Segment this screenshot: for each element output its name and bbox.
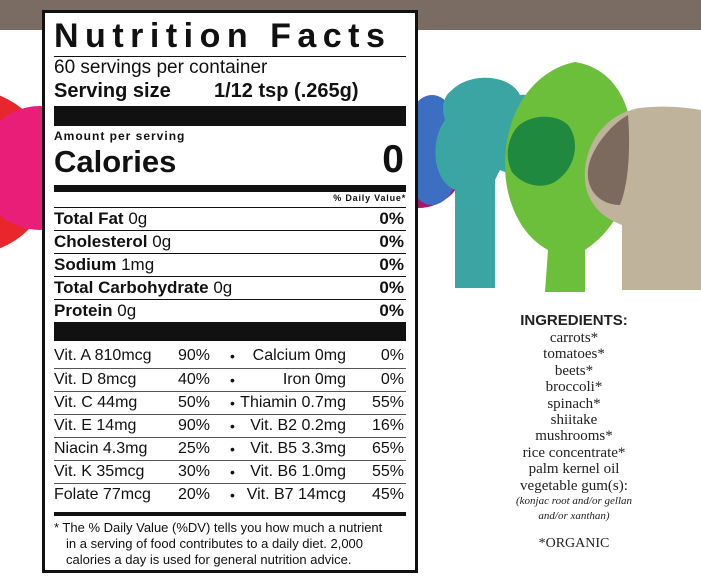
vitamin-a-name: Vit. D 8mcg (54, 371, 137, 388)
vitamin-a-name: Vit. C 44mg (54, 394, 138, 411)
ingredient-note: (konjac root and/or gellan (516, 495, 632, 508)
vitamin-a-dv: 90% (178, 417, 211, 434)
nutrient-name: Total Fat (54, 209, 124, 228)
nutrient-dv: 0% (379, 209, 404, 228)
organic-note: *ORGANIC (538, 536, 610, 552)
ingredient-item: broccoli* (545, 379, 603, 396)
nutrition-facts-label: Nutrition Facts 60 servings per containe… (42, 10, 418, 573)
vitamin-b-name: Thiamin 0.7mg (240, 394, 346, 411)
calories-rule (54, 185, 406, 192)
vitamin-b-name: Calcium 0mg (252, 347, 346, 364)
bullet: • (230, 464, 235, 480)
vitamins-bar (54, 322, 406, 341)
vitamin-b-dv: 55% (371, 394, 404, 411)
vitamin-a-dv: 90% (178, 347, 211, 364)
vitamin-row: Vit. E 14mg 90% • Vit. B2 0.2mg 16% (54, 414, 406, 438)
ingredient-item: beets* (554, 362, 594, 379)
serving-size-value: 1/12 tsp (.265g) (214, 80, 359, 102)
mushroom-dark-shape (587, 115, 630, 205)
nutrient-dv: 0% (379, 278, 404, 297)
ingredient-item: carrots* (549, 330, 599, 346)
ingredient-item: spinach* (547, 395, 601, 412)
vitamin-a-name: Vit. A 810mcg (54, 347, 152, 364)
bullet: • (230, 372, 235, 388)
vitamin-row: Niacin 4.3mg 25% • Vit. B5 3.3mg 65% (54, 437, 406, 461)
vitamin-b-name: Vit. B2 0.2mg (250, 417, 346, 434)
vitamin-b-dv: 45% (371, 486, 404, 503)
footnote-rule (54, 512, 406, 516)
footnote: * The % Daily Value (%DV) tells you how … (54, 520, 406, 568)
nutrient-amount: 0g (152, 232, 172, 251)
bullet: • (230, 418, 235, 434)
ingredient-item: tomatoes* (543, 346, 605, 363)
nutrient-amount: 0g (117, 301, 137, 320)
footnote-line: * The % Daily Value (%DV) tells you how … (54, 520, 383, 535)
nutrient-amount: 1mg (121, 255, 155, 274)
vitamin-a-name: Vit. E 14mg (54, 417, 137, 434)
label-title: Nutrition Facts (54, 17, 392, 55)
vitamin-row: Vit. C 44mg 50% • Thiamin 0.7mg 55% (54, 391, 406, 415)
footnote-line: calories a day is used for general nutri… (66, 552, 352, 567)
bullet: • (230, 441, 235, 457)
vitamin-b-dv: 55% (371, 463, 404, 480)
vitamin-row: Vit. A 810mcg 90% • Calcium 0mg 0% (54, 345, 406, 368)
nutrient-name: Sodium (54, 255, 117, 274)
bullet: • (230, 348, 235, 364)
vitamin-b-dv: 16% (371, 417, 404, 434)
vitamin-row: Vit. K 35mcg 30% • Vit. B6 1.0mg 55% (54, 460, 406, 484)
vitamin-row: Folate 77mcg 20% • Vit. B7 14mcg 45% (54, 483, 406, 507)
ingredient-item: palm kernel oil (528, 461, 620, 478)
vitamin-b-dv: 0% (380, 371, 404, 388)
daily-value-header: % Daily Value* (333, 193, 406, 203)
vitamin-a-dv: 30% (178, 463, 211, 480)
vitamin-a-name: Niacin 4.3mg (54, 440, 148, 457)
vitamin-a-dv: 20% (178, 486, 211, 503)
ingredient-note: and/or xanthan) (538, 510, 610, 523)
nutrient-name: Total Carbohydrate (54, 278, 209, 297)
servings-per-container: 60 servings per container (54, 57, 268, 78)
nutrient-amount: 0g (213, 278, 233, 297)
nutrient-name: Protein (54, 301, 113, 320)
nutrient-row-cholesterol: Cholesterol 0g 0% (54, 230, 406, 254)
vitamin-row: Vit. D 8mcg 40% • Iron 0mg 0% (54, 368, 406, 392)
nutrient-row-total-carbohydrate: Total Carbohydrate 0g 0% (54, 276, 406, 300)
nutrient-dv: 0% (379, 232, 404, 251)
serving-size-label: Serving size (54, 80, 171, 102)
title-rule (54, 56, 406, 57)
ingredients-panel: INGREDIENTS: carrots* tomatoes* beets* b… (500, 311, 648, 552)
nutrient-amount: 0g (128, 209, 148, 228)
vitamin-b-name: Iron 0mg (282, 371, 346, 388)
nutrient-row-protein: Protein 0g 0% (54, 299, 406, 323)
spinach-dark-shape (507, 116, 575, 186)
bullet: • (230, 395, 235, 411)
footnote-line: in a serving of food contributes to a da… (66, 536, 364, 551)
vitamin-b-name: Vit. B5 3.3mg (250, 440, 346, 457)
bullet: • (230, 487, 235, 503)
vitamin-a-name: Folate 77mcg (54, 486, 151, 503)
serving-size: Serving size 1/12 tsp (.265g) (54, 79, 406, 103)
ingredient-item: vegetable gum(s): (520, 477, 628, 494)
ingredient-item: mushrooms* (535, 428, 613, 445)
nutrient-name: Cholesterol (54, 232, 148, 251)
vitamin-a-dv: 50% (178, 394, 211, 411)
calories-value: 0 (382, 138, 404, 181)
vitamin-b-dv: 0% (380, 347, 404, 364)
ingredient-item: rice concentrate* (522, 444, 626, 461)
nutrient-dv: 0% (379, 255, 404, 274)
ingredients-heading: INGREDIENTS: (520, 312, 628, 329)
vitamin-b-dv: 65% (371, 440, 404, 457)
ingredient-item: shiitake (550, 412, 598, 429)
vitamin-a-name: Vit. K 35mcg (54, 463, 145, 480)
vitamin-a-dv: 40% (178, 371, 211, 388)
nutrient-dv: 0% (379, 301, 404, 320)
vitamin-a-dv: 25% (178, 440, 211, 457)
calories-label: Calories (54, 144, 177, 179)
amount-per-serving: Amount per serving (54, 129, 186, 143)
vitamin-b-name: Vit. B7 14mcg (246, 486, 346, 503)
nutrient-row-sodium: Sodium 1mg 0% (54, 253, 406, 277)
vitamin-b-name: Vit. B6 1.0mg (250, 463, 346, 480)
serving-bar (54, 106, 406, 126)
nutrient-row-total-fat: Total Fat 0g 0% (54, 207, 406, 231)
